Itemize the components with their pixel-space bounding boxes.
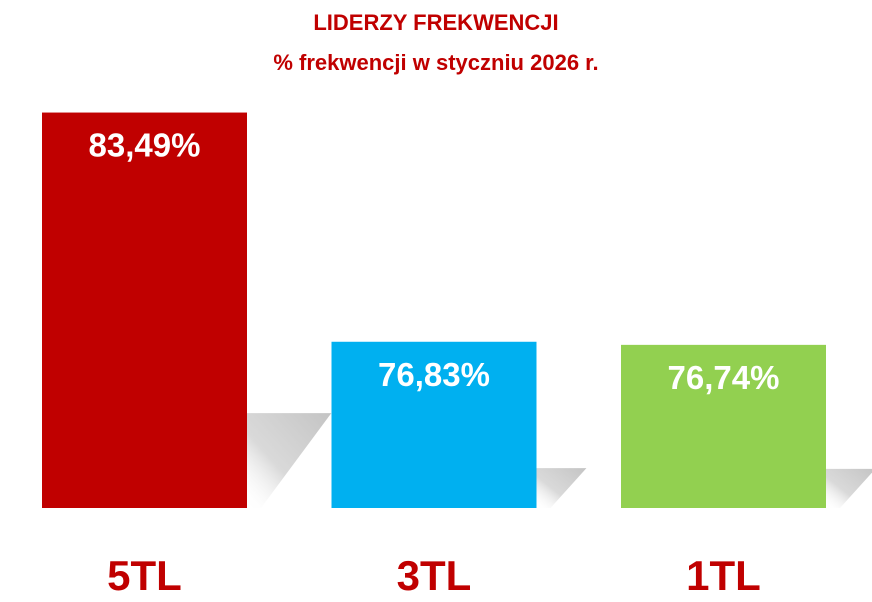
category-label: 1TL [686,552,761,599]
data-label: 76,74% [668,359,780,396]
data-label: 83,49% [89,127,201,164]
bar-shadow [536,468,587,508]
bar-1tl [621,344,826,508]
chart-title: LIDERZY FREKWENCJI [313,10,558,35]
bar-5tl [42,112,247,509]
category-label: 5TL [107,552,182,599]
bar-shadow [826,468,872,508]
category-label: 3TL [397,552,472,599]
chart-subtitle: % frekwencji w styczniu 2026 r. [273,50,598,75]
data-label: 76,83% [378,356,490,393]
bar-shadow [247,413,332,508]
bar-3tl [331,341,537,508]
